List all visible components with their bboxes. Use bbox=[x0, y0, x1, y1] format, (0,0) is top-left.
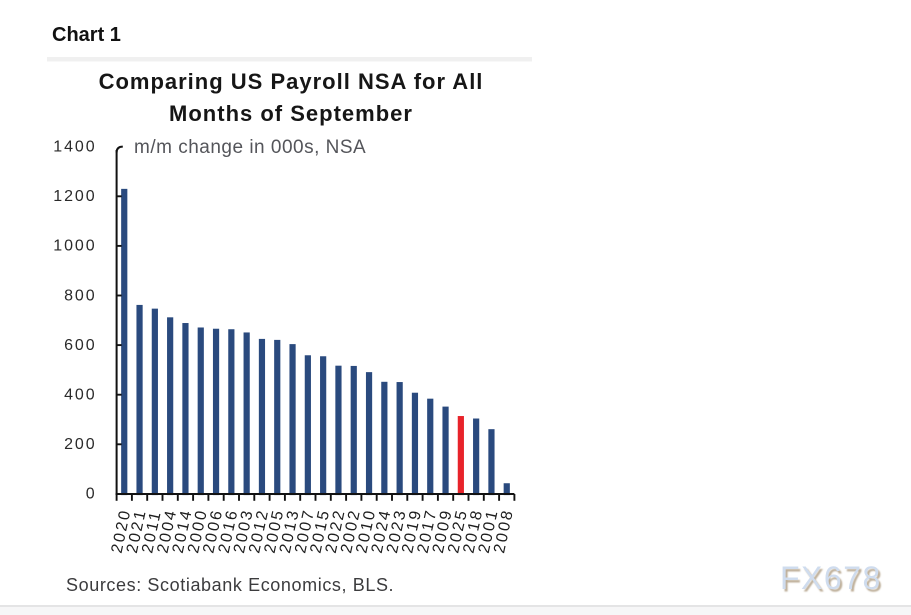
svg-text:1200: 1200 bbox=[53, 188, 96, 205]
svg-text:800: 800 bbox=[64, 287, 96, 304]
svg-text:1400: 1400 bbox=[53, 139, 96, 156]
svg-text:200: 200 bbox=[64, 436, 96, 453]
svg-text:0: 0 bbox=[86, 486, 97, 503]
svg-text:400: 400 bbox=[64, 387, 96, 404]
svg-text:600: 600 bbox=[64, 337, 96, 354]
svg-text:1000: 1000 bbox=[53, 238, 96, 255]
